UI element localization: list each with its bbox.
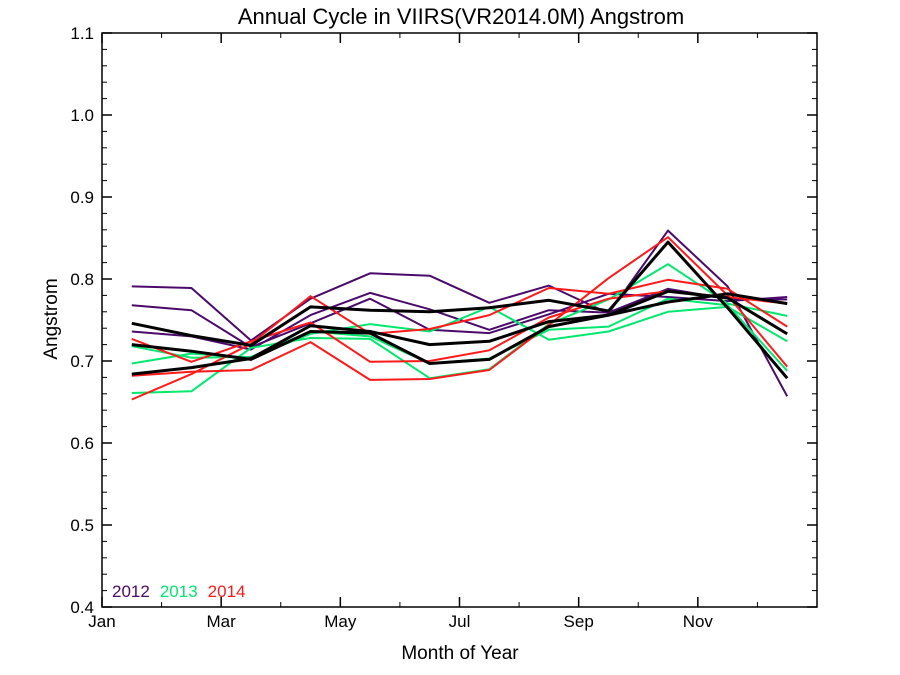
series-line-2 <box>131 292 788 349</box>
legend-entry-2013: 2013 <box>160 582 198 601</box>
y-tick-label: 0.4 <box>70 598 94 617</box>
y-tick-label: 1.1 <box>70 24 94 43</box>
series-line-12 <box>131 292 788 365</box>
x-axis-label: Month of Year <box>401 643 519 664</box>
axes: 0.4 0.5 0.6 0.7 0.8 0.9 1.0 1.1 Jan Mar May Jul Sep N… <box>70 24 818 631</box>
series-line-1 <box>131 229 789 397</box>
series-line-8 <box>131 236 788 381</box>
x-tick-label: Mar <box>207 612 237 631</box>
series-lines <box>131 229 789 401</box>
y-tick-label: 0.7 <box>70 352 94 371</box>
chart-title: Annual Cycle in VIIRS(VR2014.0M) Angstro… <box>238 4 684 29</box>
x-tick-label: May <box>324 612 357 631</box>
y-axis-label: Angstrom <box>41 278 62 359</box>
y-tick-label: 0.9 <box>70 188 94 207</box>
y-tick-label: 0.5 <box>70 516 94 535</box>
series-line-11 <box>131 289 788 376</box>
legend: 2012 2013 2014 <box>112 582 245 601</box>
legend-entry-2012: 2012 <box>112 582 150 601</box>
series-line-7 <box>131 278 788 401</box>
legend-entry-2014: 2014 <box>208 582 246 601</box>
y-tick-label: 0.8 <box>70 270 94 289</box>
x-tick-label: Jul <box>449 612 471 631</box>
x-tick-label: Sep <box>564 612 594 631</box>
x-tick-label: Nov <box>683 612 714 631</box>
series-line-10 <box>131 240 789 380</box>
x-tick-label: Jan <box>88 612 115 631</box>
y-tick-label: 0.6 <box>70 434 94 453</box>
y-tick-label: 1.0 <box>70 106 94 125</box>
